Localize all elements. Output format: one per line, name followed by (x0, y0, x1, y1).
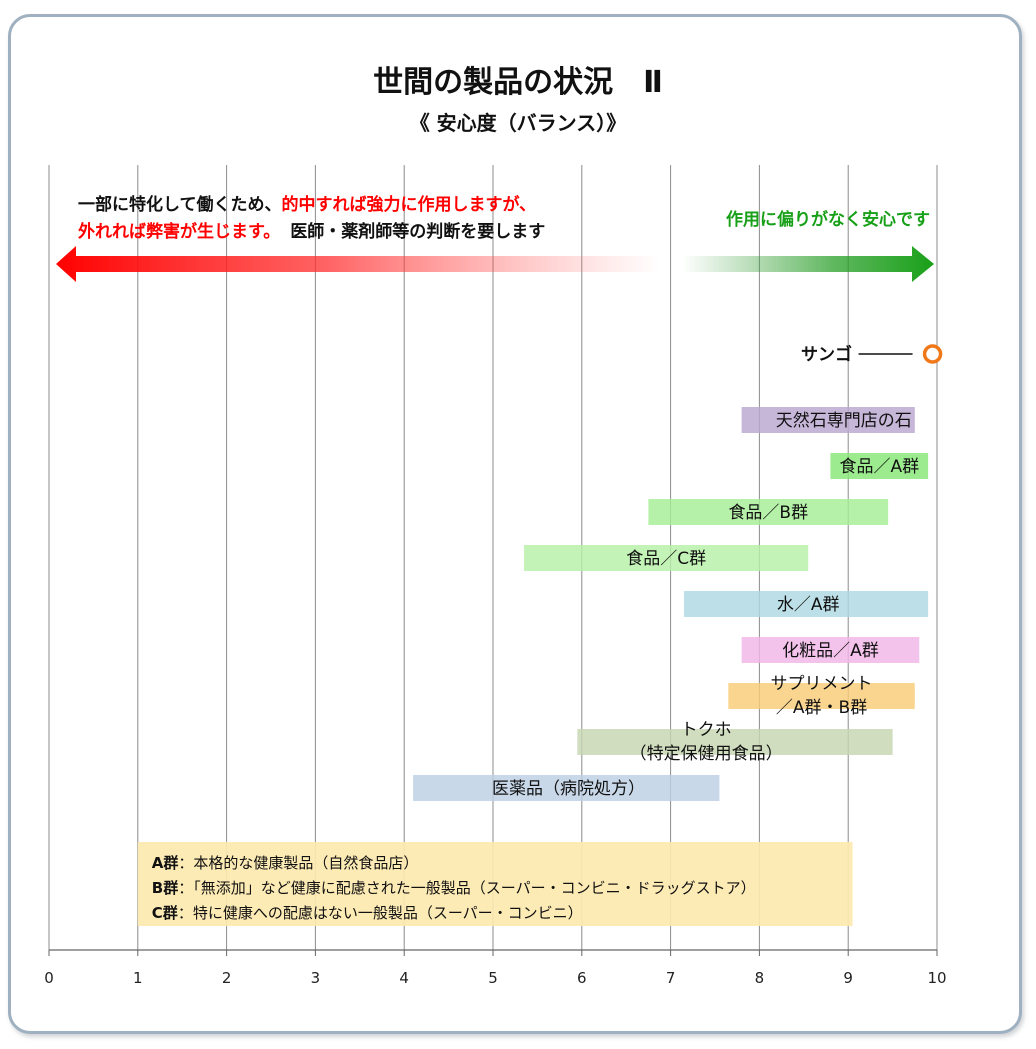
bar-label-3: 食品／C群 (626, 549, 706, 569)
legend-text-0: ：本格的な健康製品（自然食品店） (178, 854, 418, 872)
legend-text-1: ：「無添加」など健康に配慮された一般製品（スーパー・コンビニ・ドラッグストア） (178, 879, 755, 897)
left-caption-black-2: 医師・薬剤師等の判断を要します (290, 221, 545, 242)
bar-1 (830, 453, 929, 479)
bar-5 (741, 637, 920, 663)
chart-subtitle: 《 安心度（バランス）》 (410, 111, 627, 135)
bar-label-6-line-0: サプリメント (771, 674, 873, 694)
left-arrow-caption-line2: 外れれば弊害が生じます。 医師・薬剤師等の判断を要します (78, 221, 545, 242)
legend-key-1: B群 (152, 879, 178, 897)
bar-label-8: 医薬品（病院処方） (492, 779, 645, 799)
legend-text-2: ：特に健康への配慮はない一般製品（スーパー・コンビニ） (178, 904, 583, 922)
x-tick-label-9: 9 (843, 969, 853, 987)
highlight-marker-group: サンゴ (801, 344, 943, 365)
left-arrow-caption-line1: 一部に特化して働くため、的中すれば強力に作用しますが、 (78, 194, 536, 215)
x-tick-label-6: 6 (577, 969, 587, 987)
bar-label-1: 食品／A群 (839, 457, 919, 477)
bar-0 (741, 407, 915, 433)
legend-item-2: C群：特に健康への配慮はない一般製品（スーパー・コンビニ） (152, 904, 583, 922)
x-tick-label-0: 0 (44, 969, 54, 987)
x-axis: 0 1 2 3 4 5 6 7 8 9 10 (44, 949, 947, 987)
legend-box: A群：本格的な健康製品（自然食品店）B群：「無添加」など健康に配慮された一般製品… (137, 842, 853, 926)
highlight-marker (922, 344, 943, 364)
bar-6 (728, 683, 915, 709)
right-arrow-caption: 作用に偏りがなく安心です (726, 209, 930, 230)
x-tick-label-7: 7 (666, 969, 676, 987)
chart-title: 世間の製品の状況 Ⅱ (373, 65, 663, 100)
bar-label-7-line-0: トクホ (681, 720, 732, 740)
bar-label-5: 化粧品／A群 (782, 641, 879, 661)
legend-background (137, 842, 853, 926)
legend-item-1: B群：「無添加」など健康に配慮された一般製品（スーパー・コンビニ・ドラッグストア… (152, 879, 756, 897)
legend-key-0: A群 (152, 854, 179, 872)
x-tick-label-2: 2 (222, 969, 232, 987)
bar-4 (683, 591, 929, 617)
x-tick-label-8: 8 (755, 969, 765, 987)
x-tick-label-1: 1 (133, 969, 143, 987)
left-arrow (56, 246, 660, 282)
left-caption-red-2: 外れれば弊害が生じます。 (78, 221, 280, 242)
highlight-label: サンゴ (801, 344, 852, 365)
right-arrow (682, 246, 934, 282)
bar-label-0: 天然石専門店の石 (776, 411, 912, 431)
left-caption-black-1: 一部に特化して働くため、 (78, 194, 282, 215)
x-tick-label-5: 5 (488, 969, 498, 987)
bar-3 (524, 545, 809, 571)
x-tick-label-10: 10 (927, 969, 946, 987)
bar-label-7-line-1: （特定保健用食品） (630, 744, 783, 764)
legend-key-2: C群 (152, 904, 178, 922)
bar-2 (648, 499, 889, 525)
x-tick-label-3: 3 (311, 969, 321, 987)
bar-7 (577, 729, 893, 755)
bar-label-4: 水／A群 (777, 595, 840, 615)
bar-label-2: 食品／B群 (728, 503, 808, 523)
legend-item-0: A群：本格的な健康製品（自然食品店） (152, 854, 419, 872)
bar-label-6-line-1: ／A群・B群 (776, 698, 867, 718)
x-tick-label-4: 4 (399, 969, 409, 987)
left-caption-red-1: 的中すれば強力に作用しますが、 (282, 194, 537, 215)
bar-8 (413, 775, 720, 801)
